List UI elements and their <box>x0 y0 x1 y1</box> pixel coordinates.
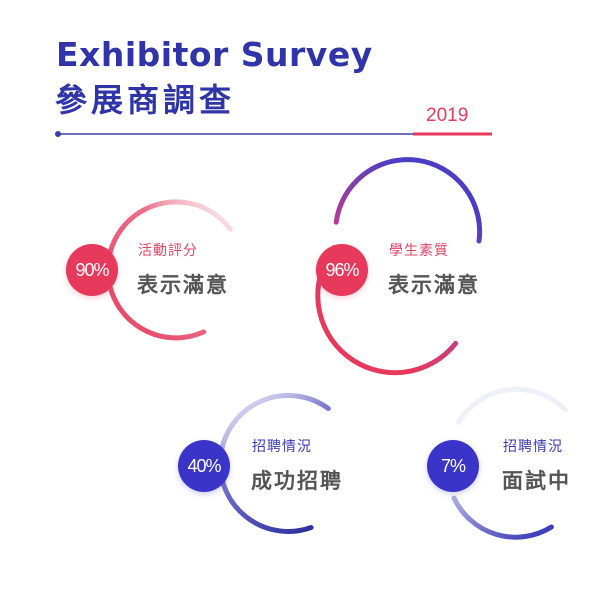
ring-3-arc <box>217 392 331 534</box>
stat-result-2: 表示滿意 <box>388 273 480 297</box>
stat-badge-1: 90% <box>66 244 118 296</box>
year-label: 2019 <box>426 105 469 126</box>
stat-category-4: 招聘情況 <box>503 439 563 455</box>
stat-badge-4: 7% <box>427 440 479 492</box>
stat-category-2: 學生素質 <box>389 243 449 259</box>
ring-1-arc <box>105 199 233 341</box>
stat-result-3: 成功招聘 <box>251 469 343 493</box>
ring-4-arc-top <box>456 386 568 425</box>
stat-result-4: 面試中 <box>502 469 571 493</box>
ring-2-arc-top <box>333 157 483 244</box>
stat-result-1: 表示滿意 <box>137 273 229 297</box>
stat-category-1: 活動評分 <box>138 243 198 259</box>
header-rule-dot <box>55 131 61 137</box>
stat-badge-3: 40% <box>178 440 230 492</box>
ring-4-arc-bottom <box>451 495 554 540</box>
page-title-english: Exhibitor Survey <box>56 35 373 74</box>
stat-badge-2: 96% <box>316 244 368 296</box>
page-title-chinese: 參展商調查 <box>55 81 236 119</box>
stat-category-3: 招聘情況 <box>252 439 312 455</box>
